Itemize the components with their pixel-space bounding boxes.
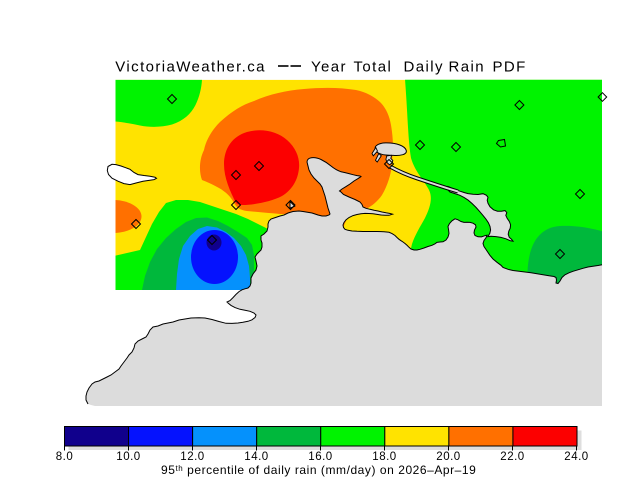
svg-text:VictoriaWeather.ca: VictoriaWeather.ca bbox=[115, 58, 266, 75]
svg-text:10.0: 10.0 bbox=[116, 451, 140, 463]
svg-text:8.0: 8.0 bbox=[56, 451, 74, 463]
svg-text:95th percentile of daily rain: 95th percentile of daily rain (mm/day) o… bbox=[161, 463, 476, 477]
svg-text:PDF: PDF bbox=[493, 58, 527, 75]
svg-text:Daily: Daily bbox=[404, 58, 444, 75]
svg-text:20.0: 20.0 bbox=[436, 451, 460, 463]
svg-text:Year: Year bbox=[311, 58, 347, 75]
svg-text:16.0: 16.0 bbox=[308, 451, 332, 463]
svg-text:18.0: 18.0 bbox=[372, 451, 396, 463]
svg-text:12.0: 12.0 bbox=[180, 451, 204, 463]
svg-text:Rain: Rain bbox=[449, 58, 485, 75]
svg-text:14.0: 14.0 bbox=[244, 451, 268, 463]
svg-text:24.0: 24.0 bbox=[564, 451, 588, 463]
svg-text:22.0: 22.0 bbox=[500, 451, 524, 463]
svg-text:Total: Total bbox=[354, 58, 393, 75]
